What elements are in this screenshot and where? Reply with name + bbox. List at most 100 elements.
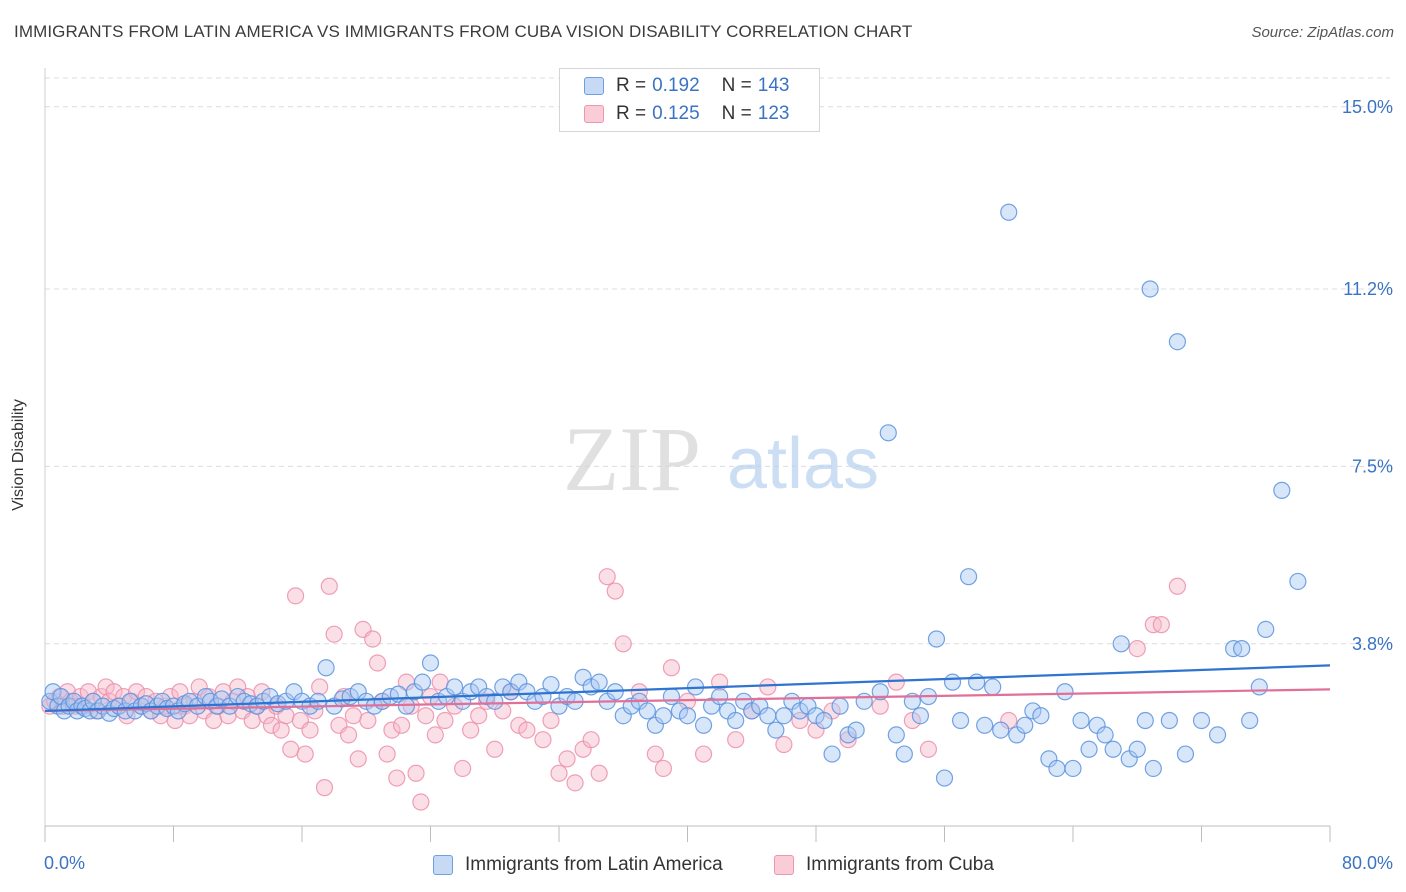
cuba-point bbox=[364, 630, 382, 648]
cuba-point bbox=[426, 726, 444, 744]
y-tick-label: 7.5% bbox=[1352, 456, 1393, 476]
cuba-point bbox=[919, 740, 938, 758]
cuba-point bbox=[436, 711, 454, 730]
chart-title: IMMIGRANTS FROM LATIN AMERICA VS IMMIGRA… bbox=[14, 22, 913, 41]
bottom-legend-swatch-cuba bbox=[774, 855, 794, 875]
legend-r-label: R = bbox=[616, 103, 647, 124]
latin-america-point bbox=[855, 692, 873, 710]
cuba-point bbox=[614, 635, 632, 653]
cuba-point bbox=[510, 716, 528, 734]
latin-america-point bbox=[1048, 759, 1066, 778]
cuba-point bbox=[286, 587, 305, 605]
x-tick-label-min: 0.0% bbox=[44, 853, 85, 873]
cuba-point bbox=[311, 678, 329, 696]
latin-america-point bbox=[413, 673, 432, 691]
gridlines bbox=[45, 77, 1390, 645]
cuba-point bbox=[470, 707, 488, 725]
cuba-trend-line bbox=[44, 688, 1331, 713]
cuba-point bbox=[486, 740, 504, 758]
cuba-point bbox=[775, 735, 793, 754]
cuba-point bbox=[759, 678, 777, 696]
latin-america-point bbox=[992, 721, 1010, 739]
latin-america-point bbox=[1096, 726, 1114, 744]
latin-america-point bbox=[775, 707, 793, 725]
cuba-point bbox=[662, 659, 681, 677]
latin-america-point bbox=[727, 711, 745, 730]
latin-america-point bbox=[486, 692, 504, 710]
latin-america-point bbox=[807, 707, 825, 725]
latin-america-point bbox=[1250, 678, 1268, 696]
cuba-point bbox=[262, 716, 281, 734]
latin-america-point bbox=[759, 707, 777, 725]
y-axis-label: Vision Disability bbox=[10, 399, 27, 511]
cuba-point bbox=[368, 654, 387, 672]
cuba-point bbox=[462, 721, 480, 739]
cuba-point bbox=[315, 779, 334, 797]
cuba-point bbox=[383, 721, 401, 739]
legend-n-label: N = bbox=[721, 103, 752, 124]
y-tick-label: 15.0% bbox=[1342, 97, 1393, 117]
cuba-point bbox=[325, 625, 343, 643]
latin-america-point bbox=[678, 707, 697, 725]
legend: R = 0.192 N = 143 R = 0.125 N = 123 bbox=[559, 68, 820, 132]
cuba-point bbox=[558, 750, 576, 768]
bottom-legend-latin-america: Immigrants from Latin America bbox=[433, 852, 723, 878]
latin-america-point bbox=[1080, 740, 1098, 758]
latin-america-point bbox=[1032, 707, 1050, 725]
cuba-point bbox=[871, 697, 889, 715]
bottom-legend-swatch-latin-america bbox=[433, 855, 453, 875]
latin-america-point bbox=[927, 630, 946, 648]
cuba-point bbox=[392, 716, 411, 734]
latin-america-point bbox=[1257, 620, 1275, 639]
latin-america-point bbox=[1072, 711, 1090, 730]
watermark: ZIP atlas bbox=[563, 408, 879, 510]
cuba-point bbox=[1152, 616, 1170, 634]
legend-swatch-cuba bbox=[584, 105, 604, 123]
cuba-point bbox=[282, 740, 300, 758]
latin-america-point bbox=[1024, 702, 1042, 720]
cuba-point bbox=[344, 707, 362, 725]
latin-america-point bbox=[445, 678, 464, 696]
latin-america-trend-line bbox=[44, 664, 1331, 713]
latin-america-point bbox=[968, 673, 986, 691]
cuba-point bbox=[534, 731, 552, 749]
cuba-point bbox=[407, 764, 425, 782]
cuba-point bbox=[454, 759, 472, 778]
legend-n-value: 123 bbox=[757, 103, 790, 124]
latin-america-point bbox=[590, 673, 608, 691]
legend-n-value: 143 bbox=[757, 75, 790, 96]
latin-america-point bbox=[791, 702, 809, 720]
latin-america-point bbox=[1128, 740, 1146, 758]
latin-america-point bbox=[743, 702, 761, 720]
cuba-point bbox=[903, 711, 921, 730]
cuba-point bbox=[694, 745, 713, 763]
cuba-point bbox=[606, 582, 624, 600]
bottom-legend-cuba: Immigrants from Cuba bbox=[774, 852, 994, 878]
cuba-point bbox=[542, 711, 560, 730]
cuba-point bbox=[359, 711, 377, 730]
cuba-point bbox=[1128, 639, 1146, 658]
cuba-point bbox=[296, 745, 314, 763]
latin-america-point bbox=[1000, 203, 1018, 221]
legend-r-value: 0.125 bbox=[652, 103, 700, 124]
legend-n-label: N = bbox=[721, 75, 752, 96]
latin-america-point bbox=[694, 716, 713, 734]
latin-america-point bbox=[895, 745, 913, 763]
latin-america-point bbox=[1192, 711, 1211, 730]
latin-america-point bbox=[662, 687, 681, 706]
latin-america-point bbox=[542, 675, 560, 694]
cuba-point bbox=[378, 745, 396, 763]
latin-america-point bbox=[41, 692, 59, 710]
cuba-point bbox=[550, 764, 568, 782]
bottom-legend-label-cuba: Immigrants from Cuba bbox=[806, 854, 994, 875]
latin-america-point bbox=[951, 711, 970, 730]
x-tick-label-max: 80.0% bbox=[1342, 853, 1393, 873]
latin-america-point bbox=[959, 568, 978, 586]
cuba-point bbox=[79, 683, 97, 701]
cuba-point bbox=[243, 711, 261, 730]
cuba-point bbox=[431, 673, 449, 691]
cuba-point bbox=[582, 731, 600, 749]
latin-america-point bbox=[1136, 711, 1154, 730]
latin-america-point bbox=[1168, 333, 1187, 351]
